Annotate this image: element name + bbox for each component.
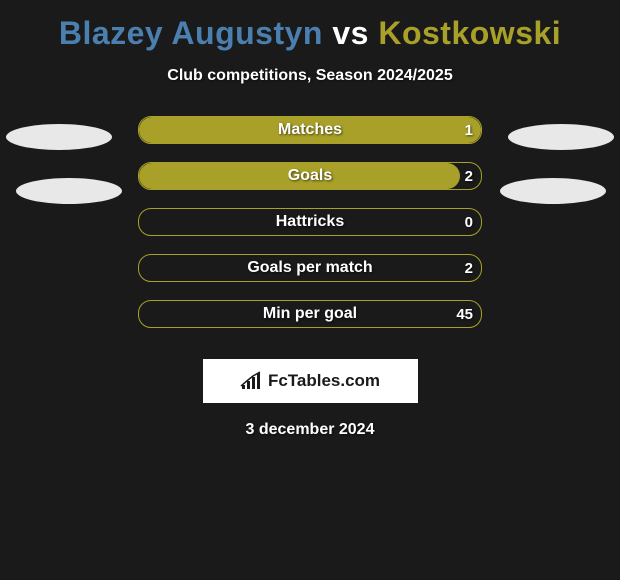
stat-label: Min per goal [263, 305, 357, 323]
date-text: 3 december 2024 [246, 421, 375, 439]
stat-row: Min per goal 45 [138, 299, 482, 329]
stat-value-right: 2 [465, 260, 473, 277]
avatar-placeholder-right-1 [508, 124, 614, 150]
stat-label: Matches [278, 121, 342, 139]
stat-label: Hattricks [276, 213, 344, 231]
vs-text: vs [332, 15, 369, 51]
subtitle-text: Club competitions, Season 2024/2025 [167, 67, 452, 85]
stat-bar: Min per goal 45 [138, 300, 482, 328]
avatar-placeholder-left-1 [6, 124, 112, 150]
stat-bar: Goals 2 [138, 162, 482, 190]
stat-label: Goals [288, 167, 332, 185]
stat-value-right: 0 [465, 214, 473, 231]
brand-text: FcTables.com [240, 371, 380, 391]
player1-name: Blazey Augustyn [59, 15, 323, 51]
avatar-placeholder-right-2 [500, 178, 606, 204]
stat-value-right: 2 [465, 168, 473, 185]
avatar-placeholder-left-2 [16, 178, 122, 204]
stat-value-right: 1 [465, 122, 473, 139]
stat-row: Goals per match 2 [138, 253, 482, 283]
player2-name: Kostkowski [378, 15, 561, 51]
stat-bar: Goals per match 2 [138, 254, 482, 282]
chart-icon [240, 371, 264, 391]
infographic-container: Blazey Augustyn vs Kostkowski Club compe… [0, 0, 620, 449]
brand-box: FcTables.com [203, 359, 418, 403]
stat-bar: Matches 1 [138, 116, 482, 144]
stat-row: Hattricks 0 [138, 207, 482, 237]
stats-wrapper: Matches 1 Goals 2 Hattricks 0 Goals per match 2… [138, 115, 482, 345]
brand-label: FcTables.com [268, 371, 380, 391]
stat-label: Goals per match [247, 259, 372, 277]
stat-value-right: 45 [456, 306, 473, 323]
stat-row: Matches 1 [138, 115, 482, 145]
stat-bar: Hattricks 0 [138, 208, 482, 236]
stat-row: Goals 2 [138, 161, 482, 191]
page-title: Blazey Augustyn vs Kostkowski [59, 15, 561, 52]
